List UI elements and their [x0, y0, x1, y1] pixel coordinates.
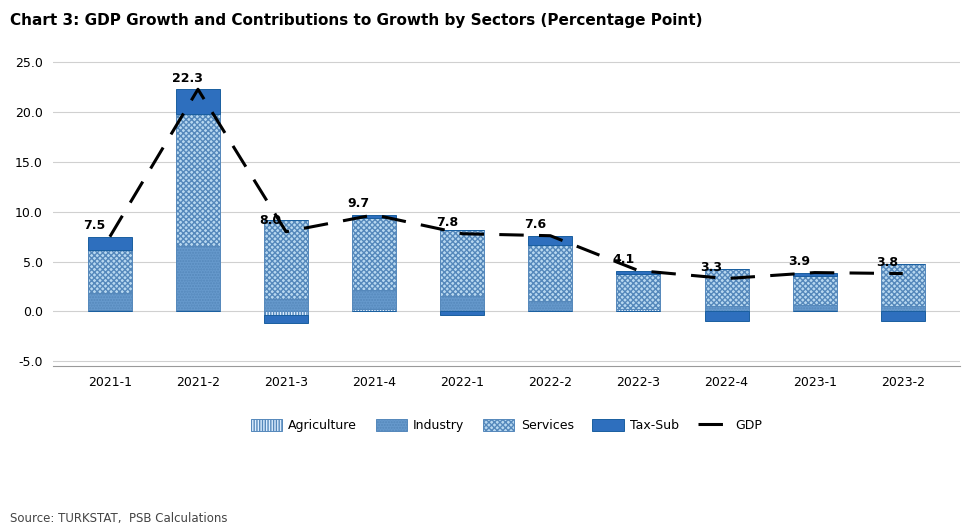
Text: 7.5: 7.5: [84, 219, 105, 232]
Bar: [616, 273, 660, 310]
Bar: [88, 250, 132, 293]
Bar: [352, 215, 396, 218]
Bar: [352, 289, 396, 310]
Text: 7.6: 7.6: [524, 218, 546, 231]
Text: 9.7: 9.7: [348, 197, 370, 210]
Bar: [793, 311, 837, 312]
Bar: [705, 312, 749, 321]
Bar: [264, 220, 308, 299]
Bar: [176, 246, 220, 311]
Bar: [441, 312, 485, 315]
Bar: [793, 276, 837, 305]
Bar: [88, 237, 132, 250]
Bar: [88, 311, 132, 312]
Bar: [705, 306, 749, 312]
Text: 7.8: 7.8: [436, 216, 458, 229]
Text: Source: TURKSTAT,  PSB Calculations: Source: TURKSTAT, PSB Calculations: [10, 511, 227, 525]
Text: 8.0: 8.0: [259, 214, 282, 227]
Bar: [793, 272, 837, 276]
Bar: [264, 299, 308, 312]
Bar: [793, 305, 837, 311]
Text: 4.1: 4.1: [612, 253, 635, 266]
Text: 3.9: 3.9: [788, 255, 810, 268]
Text: Chart 3: GDP Growth and Contributions to Growth by Sectors (Percentage Point): Chart 3: GDP Growth and Contributions to…: [10, 13, 702, 28]
Bar: [528, 302, 572, 312]
Bar: [352, 310, 396, 312]
Bar: [176, 114, 220, 246]
Bar: [264, 315, 308, 323]
Bar: [176, 311, 220, 312]
Bar: [264, 312, 308, 315]
Text: 3.8: 3.8: [877, 256, 898, 269]
Bar: [880, 263, 924, 306]
Bar: [528, 236, 572, 245]
Bar: [705, 269, 749, 306]
Bar: [441, 296, 485, 312]
Bar: [880, 306, 924, 312]
Bar: [88, 293, 132, 311]
Bar: [352, 218, 396, 289]
Text: 22.3: 22.3: [172, 72, 203, 85]
Bar: [176, 89, 220, 114]
Legend: Agriculture, Industry, Services, Tax-Sub, GDP: Agriculture, Industry, Services, Tax-Sub…: [246, 413, 767, 437]
Bar: [528, 245, 572, 302]
Bar: [616, 271, 660, 273]
Bar: [880, 312, 924, 321]
Bar: [616, 310, 660, 312]
Bar: [441, 229, 485, 296]
Text: 3.3: 3.3: [700, 261, 722, 274]
